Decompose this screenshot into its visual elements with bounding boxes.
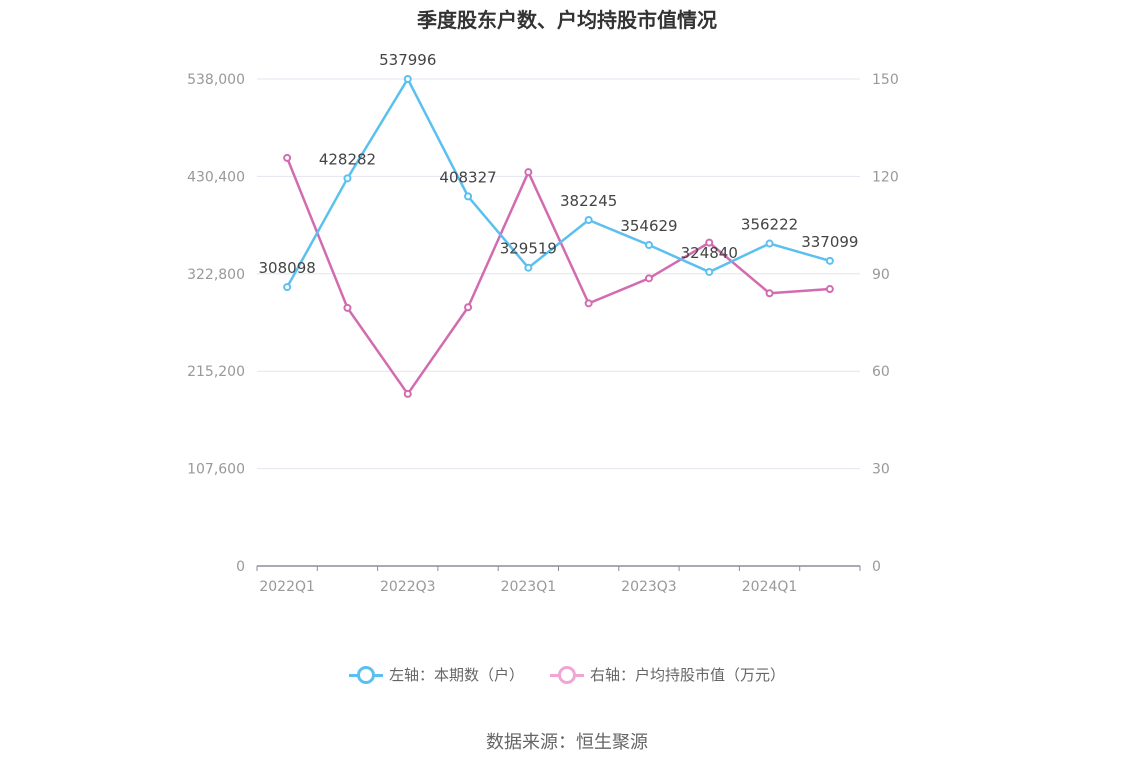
left-tick-label: 538,000 [187, 72, 245, 88]
legend-line-circle-icon [348, 665, 383, 684]
data-point [705, 267, 714, 276]
data-point [825, 256, 834, 265]
data-label: 382245 [560, 192, 617, 210]
right-tick-label: 0 [872, 559, 881, 575]
data-point [644, 240, 653, 249]
series-line [285, 157, 830, 396]
data-labels: 308098 428282 537996 408327 329519 3822453546… [259, 51, 859, 277]
data-label: 324840 [681, 244, 738, 262]
data-point [343, 174, 352, 183]
data-point [403, 389, 412, 398]
series-line [286, 77, 831, 288]
x-tick-label: 2024Q1 [742, 579, 798, 595]
right-tick-label: 30 [872, 462, 890, 478]
x-tick-label: 2023Q1 [501, 579, 557, 595]
legend-item-right[interactable]: 右轴：户均持股市值（万元） [550, 664, 785, 685]
data-point [825, 285, 834, 294]
left-tick-label: 107,600 [187, 462, 245, 478]
data-point [283, 283, 292, 292]
legend: 左轴：本期数（户） 右轴：户均持股市值（万元） [0, 664, 1134, 685]
chart-title: 季度股东户数、户均持股市值情况 [417, 8, 717, 32]
data-point [644, 274, 653, 283]
data-point [403, 75, 412, 84]
data-point [524, 263, 533, 272]
data-point [524, 168, 533, 177]
data-label: 356222 [741, 216, 798, 234]
data-point [584, 215, 593, 224]
data-label: 408327 [439, 168, 496, 186]
x-tick-label: 2022Q3 [380, 579, 436, 595]
data-point [765, 239, 774, 248]
left-tick-label: 215,200 [187, 364, 245, 380]
data-point [464, 192, 473, 201]
data-point [705, 238, 714, 247]
data-point [584, 299, 593, 308]
left-tick-label: 322,800 [187, 267, 245, 283]
data-point [283, 153, 292, 162]
series-left-shareholder-count [283, 75, 834, 292]
left-axis-ticks: 0 107,600 215,200 322,800 430,400 538,000 [187, 72, 245, 575]
data-point [343, 303, 352, 312]
data-label: 354629 [620, 217, 677, 235]
data-label: 308098 [259, 259, 316, 277]
data-label: 337099 [801, 233, 858, 251]
x-axis: 2022Q1 2022Q3 2023Q1 2023Q3 2024Q1 [256, 565, 861, 595]
x-tick-label: 2022Q1 [259, 579, 315, 595]
right-tick-label: 60 [872, 364, 890, 380]
grid-lines [257, 78, 860, 470]
legend-left-label: 左轴：本期数（户） [388, 666, 524, 684]
left-tick-label: 430,400 [187, 169, 245, 185]
legend-line-circle-icon [550, 665, 584, 684]
legend-item-left[interactable]: 左轴：本期数（户） [348, 664, 524, 685]
left-tick-label: 0 [236, 559, 245, 575]
data-point [464, 303, 473, 312]
legend-right-label: 右轴：户均持股市值（万元） [590, 666, 786, 684]
data-point [765, 289, 774, 298]
data-source: 数据来源：恒生聚源 [486, 732, 648, 753]
series-right-avg-holding-value [283, 153, 834, 398]
right-axis-ticks: 0 30 60 90 120 150 [872, 72, 899, 575]
right-tick-label: 90 [872, 267, 890, 283]
x-tick-label: 2023Q3 [621, 579, 677, 595]
data-label: 537996 [379, 51, 436, 69]
right-tick-label: 150 [872, 72, 899, 88]
data-label: 428282 [319, 150, 376, 168]
right-tick-label: 120 [872, 169, 899, 185]
data-label: 329519 [500, 240, 557, 258]
